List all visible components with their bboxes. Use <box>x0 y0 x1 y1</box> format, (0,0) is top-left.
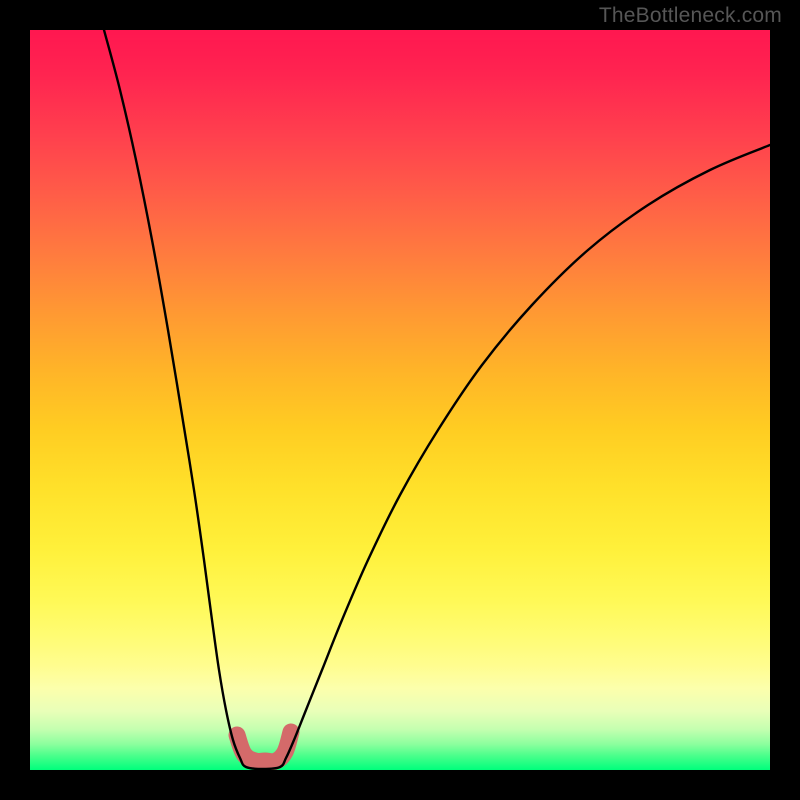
bottleneck-curve <box>104 30 770 769</box>
chart-container: TheBottleneck.com <box>0 0 800 800</box>
curve-overlay <box>30 30 770 770</box>
plot-area <box>30 30 770 770</box>
watermark-text: TheBottleneck.com <box>599 4 782 28</box>
valley-marker <box>237 732 291 762</box>
